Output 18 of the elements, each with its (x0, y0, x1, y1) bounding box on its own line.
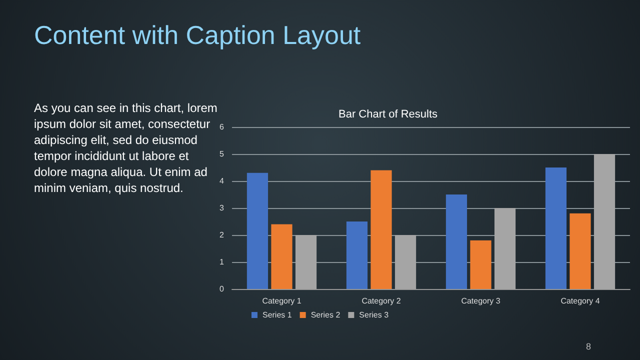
y-tick-label: 3 (220, 204, 225, 212)
y-tick-label: 6 (220, 122, 225, 132)
legend-label: Series 1 (262, 310, 292, 320)
y-tick-label: 1 (220, 258, 225, 266)
y-tick-label: 5 (220, 150, 225, 158)
text: Content with Caption Layout (34, 20, 362, 50)
y-tick-label: 0 (220, 284, 225, 294)
x-tick-label: Category 1 (262, 296, 302, 306)
x-tick-label: Category 2 (362, 296, 402, 306)
x-tick-label: Category 3 (461, 296, 501, 306)
legend-label: Series 2 (310, 310, 341, 320)
text: As you can see in this chart, lorem ipsum dolor sit amet, consectetur adipiscing elit, sed do eiusmod tempor incididunt ut labore et dolore magna aliqua. Ut enim ad minim veniam, quis nostrud. (34, 101, 221, 195)
y-tick-label: 4 (220, 176, 225, 186)
chart-title: Bar Chart of Results (338, 108, 438, 120)
y-tick-label: 2 (220, 230, 225, 240)
x-tick-label: Category 4 (560, 296, 600, 306)
text: 8 (586, 342, 592, 352)
legend-label: Series 3 (359, 310, 390, 320)
